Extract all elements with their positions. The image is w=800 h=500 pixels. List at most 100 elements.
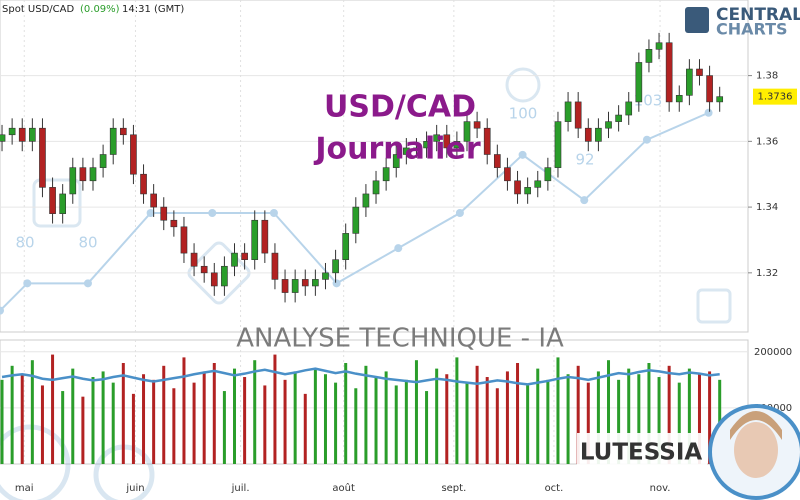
x-tick-label: mai bbox=[15, 483, 34, 494]
volume-bar bbox=[273, 354, 277, 464]
volume-bar bbox=[61, 391, 65, 464]
logo-icon bbox=[685, 7, 709, 33]
author: LUTESSIA bbox=[580, 440, 703, 466]
volume-bar bbox=[677, 382, 681, 464]
volume-bar bbox=[465, 382, 469, 464]
y-tick-label: 1.36 bbox=[756, 136, 778, 147]
volume-bar bbox=[111, 382, 115, 464]
candle-body bbox=[291, 279, 299, 293]
x-tick-label: sept. bbox=[441, 483, 466, 494]
candle-body bbox=[271, 252, 279, 280]
candle-body bbox=[332, 259, 339, 274]
volume-bar bbox=[20, 374, 24, 464]
avatar-face bbox=[734, 422, 778, 478]
volume-bar bbox=[121, 363, 125, 464]
volume-bar bbox=[162, 365, 166, 464]
candle-body bbox=[342, 233, 350, 260]
candle-body bbox=[423, 141, 430, 149]
candle-body bbox=[190, 252, 198, 267]
candle-body bbox=[59, 193, 67, 214]
x-tick-label: nov. bbox=[650, 483, 671, 494]
avatar-hair bbox=[730, 411, 782, 440]
volume-bar bbox=[131, 393, 135, 464]
candle-body bbox=[312, 279, 319, 287]
volume-bar bbox=[374, 377, 378, 464]
volume-bar bbox=[637, 374, 641, 464]
candle-body bbox=[605, 121, 612, 129]
volume-bar bbox=[222, 391, 226, 464]
volume-bar bbox=[10, 365, 14, 464]
volume-bar bbox=[485, 377, 489, 464]
change: (0.09%) bbox=[80, 4, 120, 15]
volume-bar bbox=[142, 374, 146, 464]
volume-bar bbox=[303, 393, 307, 464]
last-price-box bbox=[753, 88, 797, 105]
volume-bar bbox=[667, 365, 671, 464]
x-tick-label: juil. bbox=[231, 483, 250, 494]
x-tick-label: juin bbox=[125, 483, 144, 494]
volume-bar bbox=[182, 357, 186, 464]
candle-body bbox=[413, 147, 420, 150]
candle-body bbox=[18, 127, 26, 142]
volume-bar bbox=[687, 368, 691, 464]
overlay-point bbox=[0, 306, 4, 315]
candle-body bbox=[524, 187, 531, 195]
volume-bar bbox=[334, 382, 338, 464]
overlay-point bbox=[269, 209, 278, 218]
volume-bar bbox=[364, 365, 368, 464]
candle-body bbox=[635, 62, 643, 103]
volume-bar bbox=[404, 379, 408, 464]
candle-body bbox=[655, 42, 663, 50]
volume-bar bbox=[192, 382, 196, 464]
candle-body bbox=[564, 101, 572, 122]
overlay-point bbox=[208, 209, 217, 218]
candle-body bbox=[29, 127, 36, 142]
volume-bar bbox=[526, 385, 530, 464]
volume-bar bbox=[435, 368, 439, 464]
volume-bar bbox=[505, 371, 509, 464]
candle-body bbox=[39, 127, 46, 188]
author-box bbox=[577, 433, 707, 471]
candle-body bbox=[251, 219, 259, 260]
volume-bar bbox=[495, 388, 499, 464]
volume-bar bbox=[30, 360, 34, 464]
overlay-label: 92 bbox=[575, 151, 594, 169]
logo-text: CENTRAL bbox=[716, 5, 800, 25]
candle-body bbox=[241, 252, 248, 260]
candle-body bbox=[130, 134, 137, 175]
candle-body bbox=[675, 95, 683, 103]
volume-bar bbox=[576, 365, 580, 464]
candle-body bbox=[372, 180, 380, 195]
volume-bar bbox=[313, 368, 317, 464]
candle-body bbox=[0, 134, 6, 142]
candle-body bbox=[696, 68, 703, 76]
candle-body bbox=[69, 167, 77, 195]
volume-bar bbox=[647, 363, 651, 464]
overlay-point bbox=[580, 196, 589, 205]
overlay-point bbox=[332, 279, 341, 288]
candle-body bbox=[210, 272, 218, 287]
candle-body bbox=[473, 121, 481, 129]
volume-tick-label: 200000 bbox=[754, 347, 792, 358]
icon bbox=[505, 67, 541, 103]
chart-subtitle: Journalier bbox=[313, 132, 480, 167]
volume-bar bbox=[81, 396, 85, 464]
candle-body bbox=[362, 193, 370, 208]
overlay-point bbox=[83, 279, 92, 288]
volume-bar bbox=[617, 379, 621, 464]
volume-bar bbox=[0, 379, 4, 464]
volume-bar bbox=[354, 388, 358, 464]
volume-bar bbox=[51, 354, 55, 464]
candle-body bbox=[483, 127, 491, 155]
volume-bar bbox=[202, 371, 206, 464]
volume-bar bbox=[384, 371, 388, 464]
candle-body bbox=[514, 180, 521, 195]
candle-body bbox=[79, 167, 87, 182]
volume-bar bbox=[414, 360, 418, 464]
volume-bar bbox=[323, 374, 327, 464]
y-tick-label: 1.34 bbox=[756, 202, 778, 213]
volume-bar bbox=[445, 374, 449, 464]
overlay-point bbox=[146, 209, 155, 218]
candle-body bbox=[119, 127, 127, 136]
x-tick-label: août bbox=[332, 482, 355, 494]
